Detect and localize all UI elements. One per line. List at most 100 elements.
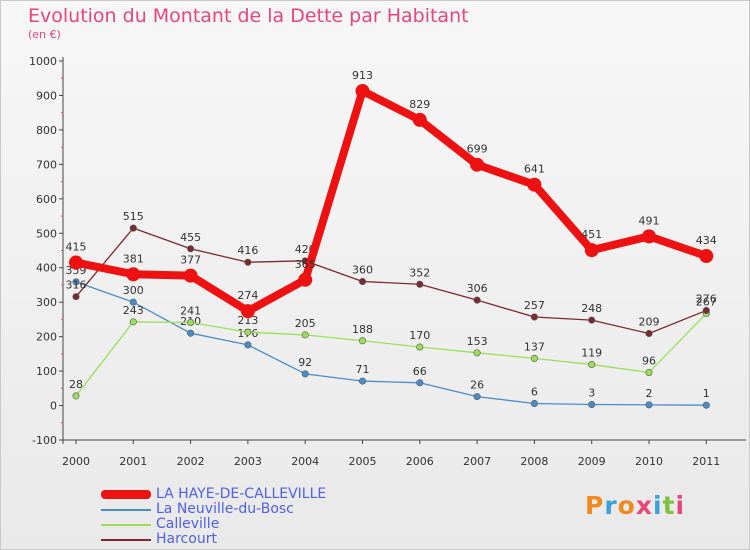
legend-item: La Neuville-du-Bosc — [101, 501, 361, 517]
data-point — [470, 157, 485, 172]
data-point — [72, 278, 80, 286]
data-point — [244, 341, 252, 349]
data-point — [301, 370, 309, 378]
data-label: 360 — [352, 264, 373, 277]
data-label: 248 — [581, 302, 602, 315]
data-label: 188 — [352, 323, 373, 336]
data-label: 434 — [696, 234, 717, 247]
data-point — [187, 245, 195, 253]
legend-label: Calleville — [156, 516, 220, 532]
data-label: 306 — [467, 282, 488, 295]
data-label: 209 — [639, 316, 660, 329]
series-line-2 — [75, 313, 707, 397]
data-point — [699, 249, 714, 264]
data-label: 365 — [295, 258, 316, 271]
y-tick-label: 700 — [36, 158, 57, 171]
data-point — [129, 318, 137, 326]
data-label: 71 — [356, 363, 370, 376]
data-point — [416, 379, 424, 387]
data-point — [416, 343, 424, 351]
x-tick-label: 2005 — [349, 455, 377, 468]
data-point — [588, 401, 596, 409]
data-label: 6 — [531, 385, 538, 398]
data-point — [129, 224, 137, 232]
data-point — [129, 298, 137, 306]
legend-swatch — [101, 539, 151, 541]
legend-swatch — [101, 509, 151, 511]
data-point — [240, 304, 255, 319]
logo-letter: t — [662, 491, 676, 520]
data-label: 92 — [298, 356, 312, 369]
data-point — [530, 313, 538, 321]
data-label: 1 — [703, 387, 710, 400]
data-label: 3 — [588, 387, 595, 400]
x-tick-label: 2006 — [406, 455, 434, 468]
y-tick-label: -100 — [32, 434, 57, 447]
data-label: 377 — [180, 254, 201, 267]
y-tick-label: 500 — [36, 227, 57, 240]
data-label: 451 — [581, 228, 602, 241]
data-label: 699 — [467, 143, 488, 156]
series-line-3 — [75, 227, 707, 335]
data-label: 274 — [237, 289, 258, 302]
data-point — [588, 316, 596, 324]
series-line-1 — [75, 281, 707, 406]
data-point — [527, 177, 542, 192]
data-label: 515 — [123, 210, 144, 223]
data-label: 381 — [123, 252, 144, 265]
data-point — [358, 337, 366, 345]
chart-subtitle: (en €) — [28, 28, 61, 41]
data-point — [412, 112, 427, 127]
legend-item: Harcourt — [101, 531, 361, 547]
data-label: 2 — [646, 387, 653, 400]
data-point — [645, 330, 653, 338]
data-label: 257 — [524, 299, 545, 312]
x-tick-label: 2004 — [291, 455, 319, 468]
legend-item: Calleville — [101, 516, 361, 532]
x-tick-label: 2007 — [463, 455, 491, 468]
data-label: 66 — [413, 365, 427, 378]
data-point — [702, 401, 710, 409]
data-point — [301, 331, 309, 339]
data-point — [358, 377, 366, 385]
data-point — [355, 83, 370, 98]
logo-letter: r — [604, 491, 618, 520]
data-label: 119 — [581, 347, 602, 360]
data-point — [72, 392, 80, 400]
x-tick-label: 2010 — [635, 455, 663, 468]
data-point — [69, 255, 83, 270]
y-tick-label: 100 — [36, 365, 57, 378]
data-label: 491 — [639, 214, 660, 227]
data-point — [473, 349, 481, 357]
data-label: 170 — [409, 329, 430, 342]
data-point — [183, 268, 198, 283]
data-point — [645, 368, 653, 376]
data-point — [702, 306, 710, 314]
logo-letter: i — [675, 491, 686, 520]
y-tick-label: 200 — [36, 331, 57, 344]
y-tick-label: 800 — [36, 124, 57, 137]
data-label: 267 — [696, 296, 717, 309]
data-point — [530, 399, 538, 407]
data-label: 243 — [123, 304, 144, 317]
data-label: 641 — [524, 163, 545, 176]
data-point — [416, 280, 424, 288]
data-point — [298, 272, 313, 287]
data-point — [187, 319, 195, 327]
data-point — [584, 243, 599, 258]
logo-letter: o — [617, 491, 636, 520]
legend-swatch — [101, 490, 151, 499]
data-label: 205 — [295, 317, 316, 330]
data-label: 829 — [409, 98, 430, 111]
chart-legend: LA HAYE-DE-CALLEVILLE La Neuville-du-Bosc… — [101, 486, 361, 547]
y-tick-label: 900 — [36, 89, 57, 102]
data-label: 913 — [352, 69, 373, 82]
x-tick-label: 2002 — [177, 455, 205, 468]
data-label: 276 — [696, 292, 717, 305]
data-label: 213 — [237, 314, 258, 327]
legend-label: Harcourt — [156, 531, 217, 547]
data-point — [126, 267, 141, 282]
data-label: 352 — [409, 266, 430, 279]
